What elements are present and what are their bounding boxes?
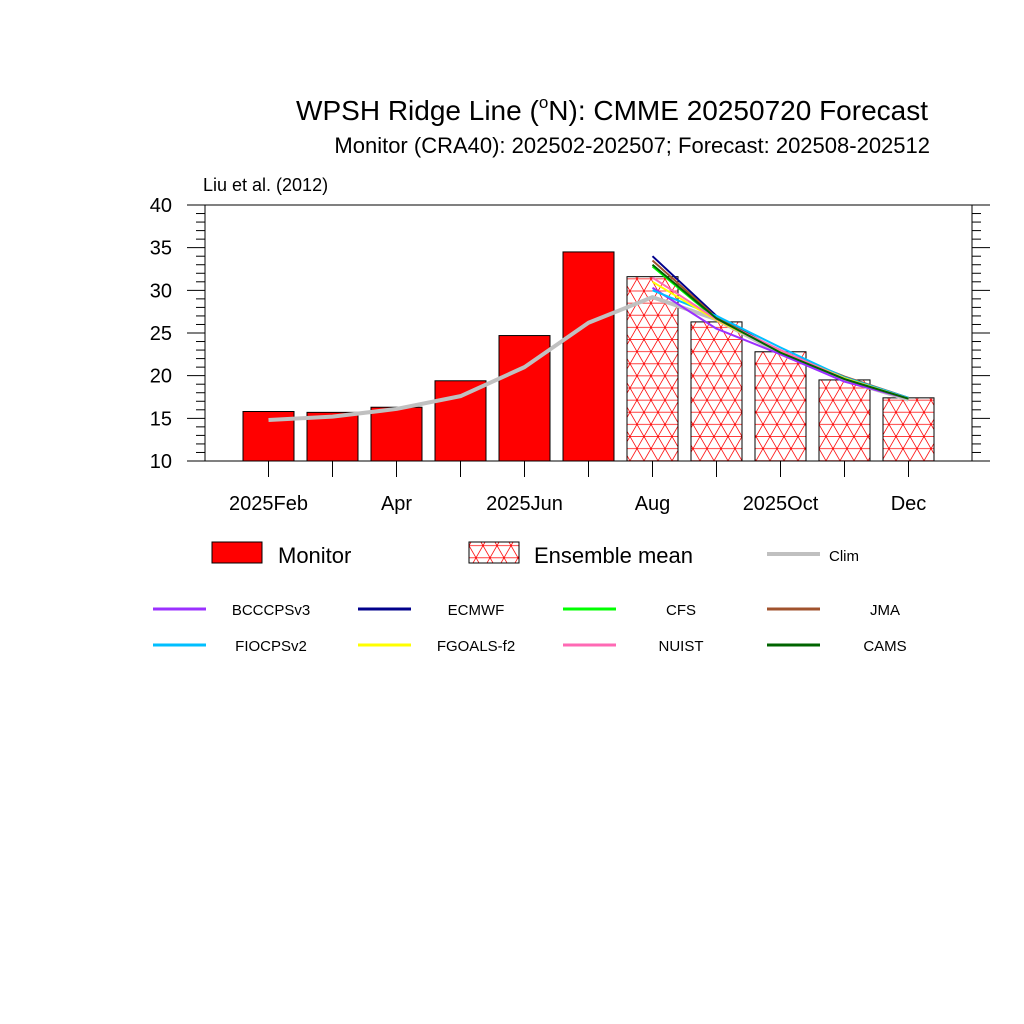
chart-subtitle: Monitor (CRA40): 202502-202507; Forecast… — [334, 133, 930, 158]
y-tick-label: 20 — [150, 366, 172, 388]
legend-label-cfs: CFS — [666, 602, 696, 619]
x-tick-label: Apr — [381, 493, 412, 515]
legend-ensemble-label: Ensemble mean — [534, 543, 693, 568]
x-tick-label: Aug — [635, 493, 671, 515]
ensemble-mean-bar — [626, 276, 679, 462]
chart-title: WPSH Ridge Line (oN): CMME 20250720 Fore… — [296, 93, 928, 126]
ensemble-mean-bar — [818, 379, 871, 462]
chart-note: Liu et al. (2012) — [203, 175, 328, 195]
monitor-bar — [434, 380, 487, 462]
monitor-bar — [370, 406, 423, 462]
y-tick-label: 25 — [150, 323, 172, 345]
y-axis: 10 15 20 25 30 35 40 — [150, 195, 990, 473]
monitor-bar — [306, 411, 359, 462]
legend-label-fgoals-f2: FGOALS-f2 — [437, 638, 515, 655]
x-tick-label: 2025Jun — [486, 493, 563, 515]
monitor-bar — [562, 251, 615, 462]
y-tick-label: 35 — [150, 238, 172, 260]
legend-label-ecmwf: ECMWF — [448, 602, 505, 619]
ensemble-mean-bar — [882, 397, 935, 462]
legend-label-cams: CAMS — [863, 638, 906, 655]
y-tick-label: 15 — [150, 408, 172, 430]
x-tick-label: 2025Feb — [229, 493, 308, 515]
x-axis: 2025Feb Apr 2025Jun Aug 2025Oct Dec — [229, 461, 926, 515]
legend-label-nuist: NUIST — [659, 638, 704, 655]
lines-layer — [268, 255, 910, 423]
legend-monitor-swatch — [211, 541, 263, 564]
legend-label-jma: JMA — [870, 602, 900, 619]
bars-layer — [242, 251, 935, 462]
legend-ensemble-swatch — [468, 541, 520, 564]
x-tick-label: 2025Oct — [743, 493, 819, 515]
y-tick-label: 40 — [150, 195, 172, 217]
series-line-bcccpsv3 — [651, 286, 909, 400]
ensemble-mean-bar — [754, 351, 807, 462]
legend-monitor-label: Monitor — [278, 543, 351, 568]
y-tick-label: 10 — [150, 451, 172, 473]
x-tick-label: Dec — [891, 493, 927, 515]
legend-label-bcccpsv3: BCCCPSv3 — [232, 602, 310, 619]
series-line-cams — [651, 263, 909, 400]
ensemble-mean-bar — [690, 321, 743, 462]
y-tick-label: 30 — [150, 280, 172, 302]
legend-label-fiocpsv2: FIOCPSv2 — [235, 638, 307, 655]
legend: Monitor Ensemble mean Clim BCCCPSv3 ECMWF CFS… — [153, 541, 907, 655]
legend-clim-label: Clim — [829, 548, 859, 565]
